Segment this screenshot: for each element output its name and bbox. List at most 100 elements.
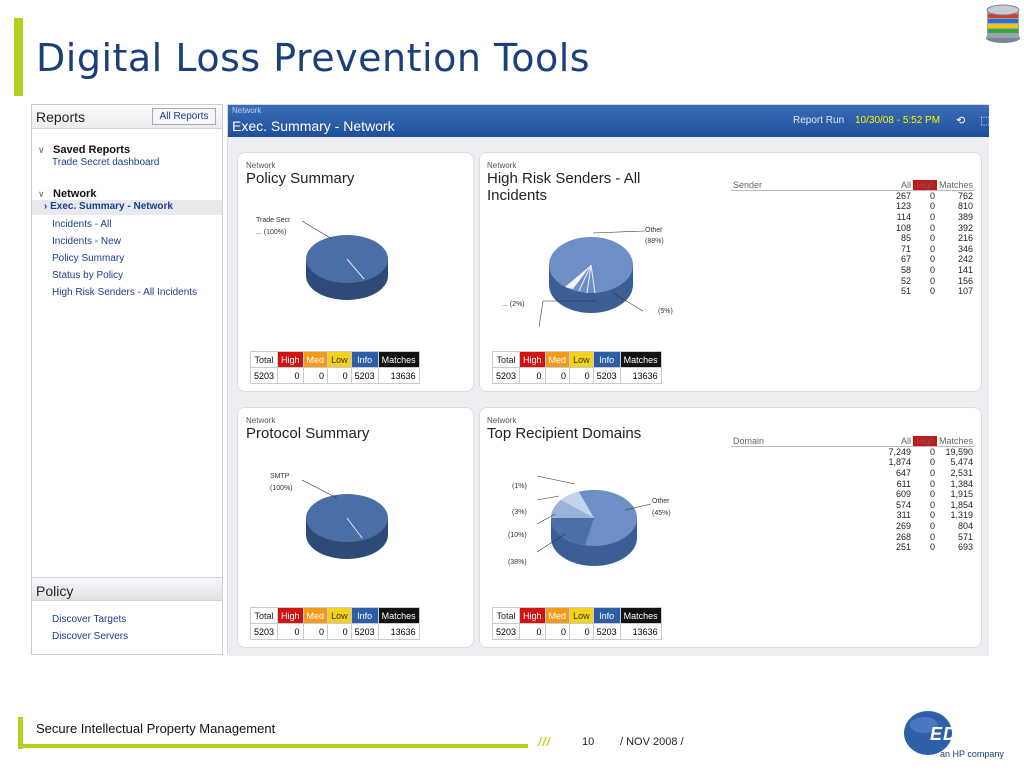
database-icon — [986, 4, 1020, 43]
th-high: High — [912, 180, 937, 192]
table-cell: 67 — [900, 254, 911, 265]
pie-label: (38%) — [508, 559, 527, 566]
table-row[interactable]: 85 0 216 — [731, 233, 975, 244]
table-row[interactable]: 51 0 107 — [731, 286, 975, 297]
tree-item-policy-summary[interactable]: Policy Summary — [52, 253, 125, 264]
pie-label: SMTP — [270, 473, 290, 480]
footer-accent-bar — [18, 717, 23, 749]
cell-name — [731, 275, 873, 286]
domains-pie-chart[interactable] — [535, 470, 655, 570]
table-cell: 216 — [957, 233, 973, 244]
th-total: Total — [249, 351, 279, 368]
table-row[interactable]: 67 0 242 — [731, 254, 975, 265]
table-row[interactable]: 609 0 1,915 — [731, 489, 975, 500]
card-breadcrumb[interactable]: Network — [487, 161, 517, 170]
table-row[interactable]: 71 0 346 — [731, 244, 975, 255]
th-total: Total — [491, 607, 521, 624]
tree-item-incidents-all[interactable]: Incidents - All — [52, 219, 112, 230]
card-breadcrumb[interactable]: Network — [246, 161, 276, 170]
cell-name — [731, 191, 873, 202]
header-breadcrumb[interactable]: Network — [232, 106, 262, 115]
all-reports-button[interactable]: All Reports — [152, 108, 216, 125]
tree-item-trade-secret-dashboard[interactable]: Trade Secret dashboard — [52, 157, 160, 168]
cell-name — [731, 468, 873, 479]
tree-item-high-risk-senders[interactable]: High Risk Senders - All Incidents — [52, 287, 198, 298]
table-cell: 108 — [895, 222, 911, 233]
table-row[interactable]: 311 0 1,319 — [731, 510, 975, 521]
td-info: 5203 — [592, 367, 621, 384]
table-row[interactable]: 123 0 810 — [731, 201, 975, 212]
table-row[interactable]: 647 0 2,531 — [731, 468, 975, 479]
policy-header[interactable]: Policy — [32, 577, 222, 601]
table-row[interactable]: 7,249 0 19,590 — [731, 447, 975, 458]
th-high: High — [277, 351, 304, 368]
tree-item-exec-summary[interactable]: › Exec. Summary - Network — [44, 201, 173, 212]
table-cell: 0 — [929, 499, 935, 510]
th-info: Info — [350, 351, 379, 368]
card-title: High Risk Senders - All — [487, 170, 641, 187]
tree-item-incidents-new[interactable]: Incidents - New — [52, 236, 121, 247]
table-cell: 0 — [929, 447, 935, 458]
severity-summary-table: Total High Med Low Info Matches 5203 0 0 0 5203 13… — [491, 351, 662, 384]
table-cell: 346 — [957, 243, 973, 254]
protocol-pie-chart[interactable] — [302, 480, 392, 562]
card-title: Policy Summary — [246, 170, 355, 187]
table-cell: 0 — [929, 489, 935, 500]
tree-item-discover-servers[interactable]: Discover Servers — [52, 631, 129, 642]
tree-item-status-by-policy[interactable]: Status by Policy — [52, 270, 124, 281]
high-risk-senders-card: Network High Risk Senders - All Incident… — [479, 152, 982, 392]
th-info: Info — [592, 607, 621, 624]
cell-name — [731, 457, 873, 468]
table-cell: 1,854 — [950, 499, 973, 510]
report-run-timestamp: 10/30/08 - 5:52 PM — [855, 115, 941, 126]
tree-item-discover-targets[interactable]: Discover Targets — [52, 614, 127, 625]
card-title-line2: Incidents — [487, 187, 548, 204]
td-info: 5203 — [592, 623, 621, 640]
table-row[interactable]: 58 0 141 — [731, 265, 975, 276]
th-low: Low — [327, 607, 352, 624]
title-accent-bar — [14, 18, 23, 96]
card-breadcrumb[interactable]: Network — [246, 416, 276, 425]
footer-date: / NOV 2008 / — [620, 736, 684, 748]
cell-name — [731, 489, 873, 500]
td-low: 0 — [569, 367, 594, 384]
refresh-icon[interactable]: ⟲ — [956, 115, 966, 127]
table-cell: 762 — [957, 191, 973, 202]
card-breadcrumb[interactable]: Network — [487, 416, 517, 425]
cell-name — [731, 542, 873, 553]
pie-label: (1%) — [512, 483, 527, 490]
table-row[interactable]: 611 0 1,384 — [731, 478, 975, 489]
table-cell: 0 — [929, 286, 935, 297]
cell-name — [731, 265, 873, 276]
table-cell: 0 — [929, 542, 935, 553]
collapse-caret-icon[interactable]: ∨ — [38, 145, 45, 155]
table-row[interactable]: 268 0 571 — [731, 531, 975, 542]
td-matches: 13636 — [377, 623, 420, 640]
export-icon[interactable]: ⬚ — [980, 115, 991, 127]
severity-summary-table: Total High Med Low Info Matches 5203 0 0 0 5203 13… — [491, 607, 662, 640]
td-matches: 13636 — [619, 623, 662, 640]
policy-pie-chart[interactable] — [302, 221, 392, 303]
pie-label: (3%) — [512, 509, 527, 516]
table-row[interactable]: 52 0 156 — [731, 275, 975, 286]
table-row[interactable]: 251 0 693 — [731, 542, 975, 553]
th-all: All — [872, 180, 913, 192]
cell-name — [731, 531, 873, 542]
td-high: 0 — [277, 367, 304, 384]
saved-reports-heading: Saved Reports — [53, 144, 131, 156]
collapse-caret-icon[interactable]: ∨ — [38, 189, 45, 199]
saved-reports-group[interactable]: ∨ Saved Reports — [38, 140, 130, 158]
table-cell: 0 — [929, 233, 935, 244]
table-row[interactable]: 114 0 389 — [731, 212, 975, 223]
network-group[interactable]: ∨ Network — [38, 184, 96, 202]
table-cell: 0 — [929, 254, 935, 265]
table-row[interactable]: 267 0 762 — [731, 191, 975, 202]
table-row[interactable]: 1,874 0 5,474 — [731, 457, 975, 468]
table-row[interactable]: 574 0 1,854 — [731, 500, 975, 511]
senders-pie-chart[interactable] — [535, 223, 665, 333]
table-row[interactable]: 269 0 804 — [731, 521, 975, 532]
card-title: Protocol Summary — [246, 425, 370, 442]
td-info: 5203 — [350, 367, 379, 384]
protocol-summary-card: Network Protocol Summary SMTP (100%) Tot… — [237, 407, 474, 648]
table-row[interactable]: 108 0 392 — [731, 222, 975, 233]
